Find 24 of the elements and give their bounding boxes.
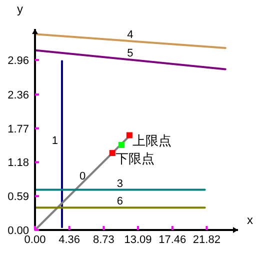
point <box>109 150 116 156</box>
y-axis-title: y <box>17 2 23 16</box>
series-label: 3 <box>116 178 123 190</box>
x-tick-label: 8.73 <box>92 234 114 246</box>
x-tick-label: 13.09 <box>124 234 152 246</box>
x-tick-label: 0.00 <box>24 234 46 246</box>
y-tick-label: 2.36 <box>8 89 29 102</box>
point <box>126 132 132 138</box>
x-tick-label: 21.82 <box>192 234 220 246</box>
y-tick-label: 0.59 <box>8 191 29 204</box>
series-label: 4 <box>127 29 134 42</box>
annotation: 下限点 <box>115 151 154 166</box>
point <box>118 142 124 148</box>
series-label: 0 <box>80 170 86 183</box>
y-tick-label: 2.96 <box>8 55 29 68</box>
y-tick-label: 1.77 <box>8 123 29 136</box>
x-tick-label: 17.46 <box>158 234 186 246</box>
x-axis-title: x <box>247 213 253 227</box>
series-label: 1 <box>52 135 58 148</box>
y-tick-label: 1.18 <box>8 157 29 170</box>
x-tick-label: 4.36 <box>58 234 80 246</box>
series-label: 6 <box>116 196 123 208</box>
annotation: 上限点 <box>132 133 172 148</box>
series-label: 5 <box>127 48 134 60</box>
